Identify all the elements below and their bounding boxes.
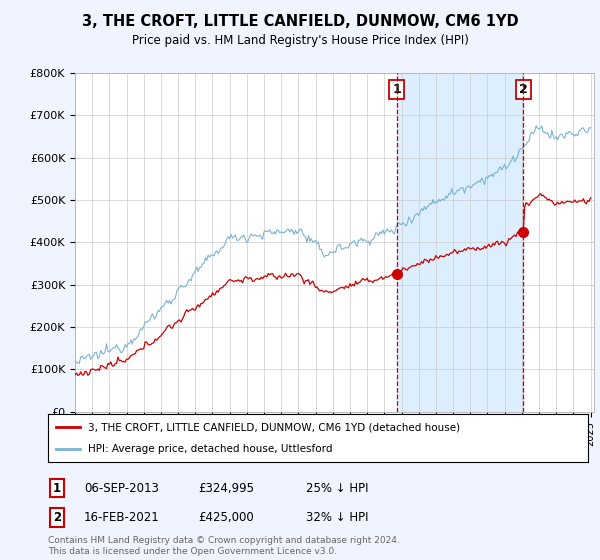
- Text: Contains HM Land Registry data © Crown copyright and database right 2024.
This d: Contains HM Land Registry data © Crown c…: [48, 536, 400, 556]
- Text: 06-SEP-2013: 06-SEP-2013: [84, 482, 159, 495]
- Text: 1: 1: [53, 482, 61, 495]
- Text: £425,000: £425,000: [198, 511, 254, 524]
- Text: 3, THE CROFT, LITTLE CANFIELD, DUNMOW, CM6 1YD (detached house): 3, THE CROFT, LITTLE CANFIELD, DUNMOW, C…: [89, 422, 461, 432]
- Text: 2: 2: [53, 511, 61, 524]
- Text: HPI: Average price, detached house, Uttlesford: HPI: Average price, detached house, Uttl…: [89, 444, 333, 454]
- Bar: [397, 73, 523, 412]
- Text: 2: 2: [519, 83, 527, 96]
- Text: 25% ↓ HPI: 25% ↓ HPI: [306, 482, 368, 495]
- Text: 16-FEB-2021: 16-FEB-2021: [84, 511, 160, 524]
- Text: Price paid vs. HM Land Registry's House Price Index (HPI): Price paid vs. HM Land Registry's House …: [131, 34, 469, 46]
- Text: 1: 1: [392, 83, 401, 96]
- Text: 3, THE CROFT, LITTLE CANFIELD, DUNMOW, CM6 1YD: 3, THE CROFT, LITTLE CANFIELD, DUNMOW, C…: [82, 14, 518, 29]
- Text: £324,995: £324,995: [198, 482, 254, 495]
- Text: 32% ↓ HPI: 32% ↓ HPI: [306, 511, 368, 524]
